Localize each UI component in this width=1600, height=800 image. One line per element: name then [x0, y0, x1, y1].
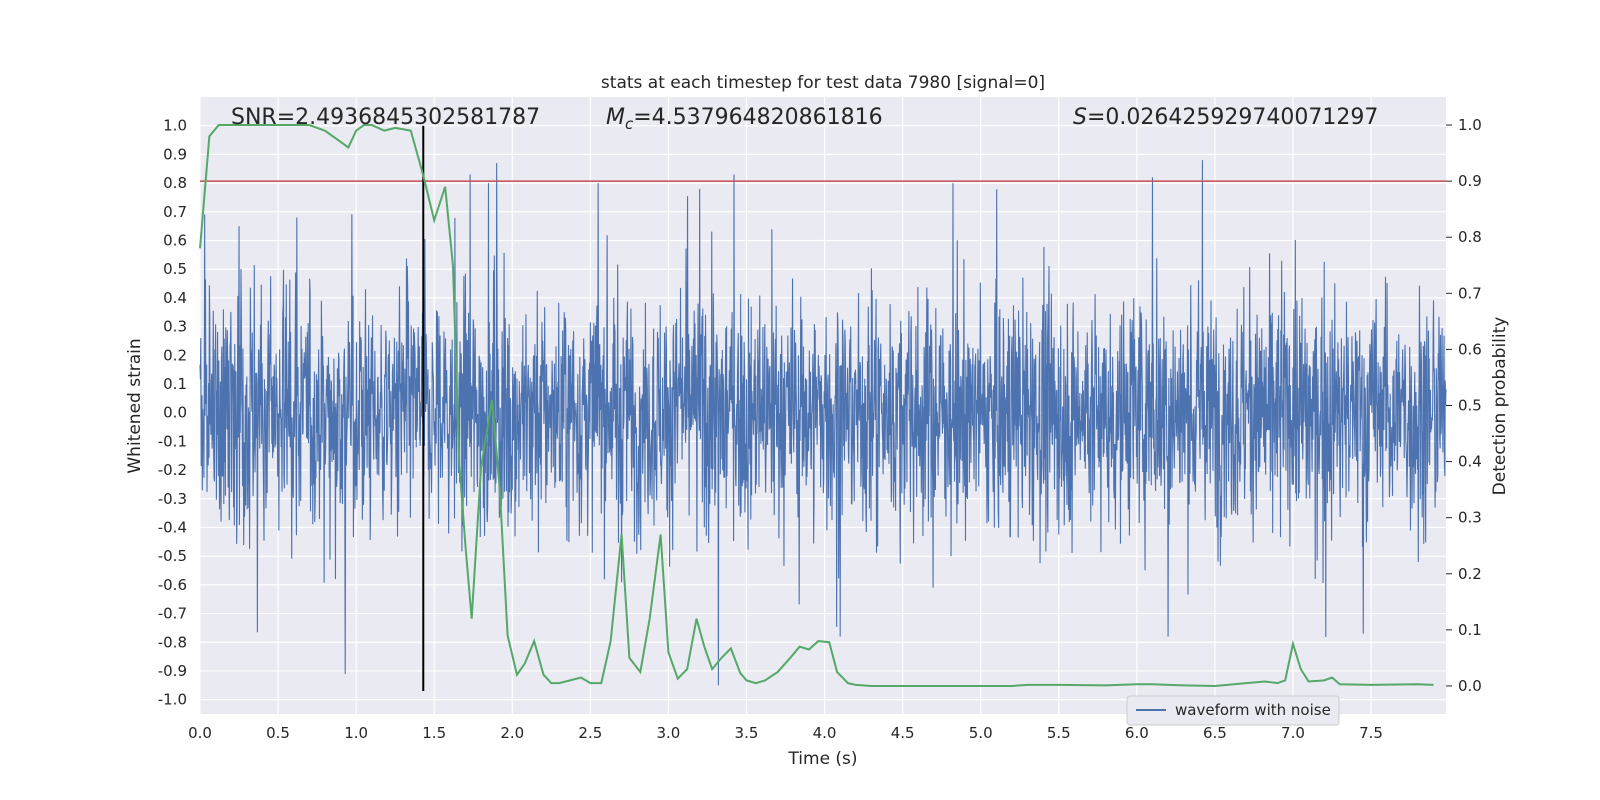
- s-symbol: S: [1073, 105, 1087, 130]
- x-tick-label: 6.5: [1203, 724, 1227, 742]
- waveform-series: [199, 137, 1447, 686]
- x-tick-labels: 0.0 0.5 1.0 1.5 2.0 2.5 3.0 3.5 4.0 4.5 5.0 5.5 6.0 6…: [188, 724, 1383, 742]
- y-left-tick-label: -0.3: [158, 490, 187, 508]
- x-tick-label: 6.0: [1125, 724, 1149, 742]
- x-tick-label: 3.0: [656, 724, 680, 742]
- y-right-tick-label: 0.1: [1458, 621, 1482, 639]
- y-left-tick-label: 0.0: [163, 404, 187, 422]
- y-right-tick-label: 0.0: [1458, 677, 1482, 695]
- y-right-tick-label: 0.4: [1458, 453, 1482, 471]
- x-tick-label: 5.0: [969, 724, 993, 742]
- x-tick-label: 4.5: [891, 724, 915, 742]
- x-tick-label: 2.0: [500, 724, 524, 742]
- legend-label: waveform with noise: [1175, 701, 1331, 719]
- x-tick-label: 0.5: [266, 724, 290, 742]
- x-tick-label: 3.5: [735, 724, 759, 742]
- y-right-tick-label: 0.7: [1458, 284, 1482, 302]
- y-axis-label-right: Detection probability: [1490, 317, 1510, 496]
- y-right-tick-label: 0.3: [1458, 509, 1482, 527]
- y-left-tick-label: 0.6: [163, 231, 187, 249]
- y-left-tick-label: 0.3: [163, 318, 187, 336]
- y-left-tick-label: -1.0: [158, 691, 187, 709]
- y-left-tick-label: 0.2: [163, 346, 187, 364]
- y-left-tick-labels: -1.0 -0.9 -0.8 -0.7 -0.6 -0.5 -0.4 -0.3 -0.2 -0.1…: [158, 117, 187, 709]
- s-annotation: S=0.026425929740071297: [1073, 105, 1378, 130]
- chart-title: stats at each timestep for test data 798…: [601, 73, 1045, 93]
- waveform-line: [199, 137, 1447, 686]
- x-tick-label: 5.5: [1047, 724, 1071, 742]
- y-right-tick-labels: 0.0 0.1 0.2 0.3 0.4 0.5 0.6 0.7 0.8 0.9 1.0: [1446, 116, 1482, 695]
- y-left-tick-label: 1.0: [163, 117, 187, 135]
- x-tick-label: 7.0: [1281, 724, 1305, 742]
- y-axis-label-left: Whitened strain: [125, 338, 145, 473]
- y-right-tick-label: 0.9: [1458, 172, 1482, 190]
- x-axis-label: Time (s): [787, 749, 857, 769]
- y-left-tick-label: -0.1: [158, 432, 187, 450]
- y-left-tick-label: 0.5: [163, 260, 187, 278]
- y-right-tick-label: 0.5: [1458, 397, 1482, 415]
- detection-probability-line: [199, 124, 1434, 687]
- legend: waveform with noise: [1126, 695, 1340, 726]
- y-left-tick-label: 0.1: [163, 375, 187, 393]
- mc-subscript: c: [625, 115, 634, 133]
- s-value: =0.026425929740071297: [1087, 105, 1378, 130]
- y-left-tick-label: -0.8: [158, 633, 187, 651]
- y-left-tick-label: -0.4: [158, 518, 187, 536]
- y-right-tick-label: 0.8: [1458, 228, 1482, 246]
- chirp-mass-annotation: Mc=4.537964820861816: [606, 105, 883, 133]
- mc-symbol: M: [606, 105, 625, 130]
- x-tick-label: 0.0: [188, 724, 212, 742]
- y-left-tick-label: 0.4: [163, 289, 187, 307]
- y-left-tick-label: -0.7: [158, 605, 187, 623]
- y-left-tick-label: -0.9: [158, 662, 187, 680]
- x-tick-label: 1.5: [422, 724, 446, 742]
- snr-annotation: SNR=2.4936845302581787: [231, 105, 540, 130]
- x-tick-label: 2.5: [578, 724, 602, 742]
- legend-box: [1126, 695, 1340, 726]
- x-tick-label: 1.0: [344, 724, 368, 742]
- y-right-tick-label: 0.2: [1458, 565, 1482, 583]
- mc-value: =4.537964820861816: [633, 105, 882, 130]
- y-right-tick-label: 1.0: [1458, 116, 1482, 134]
- y-left-tick-label: 0.7: [163, 203, 187, 221]
- y-left-tick-label: -0.6: [158, 576, 187, 594]
- y-left-tick-label: 0.9: [163, 145, 187, 163]
- y-left-tick-label: -0.2: [158, 461, 187, 479]
- y-left-tick-label: -0.5: [158, 547, 187, 565]
- y-left-tick-label: 0.8: [163, 174, 187, 192]
- y-right-tick-label: 0.6: [1458, 340, 1482, 358]
- x-tick-label: 7.5: [1359, 724, 1383, 742]
- x-tick-label: 4.0: [813, 724, 837, 742]
